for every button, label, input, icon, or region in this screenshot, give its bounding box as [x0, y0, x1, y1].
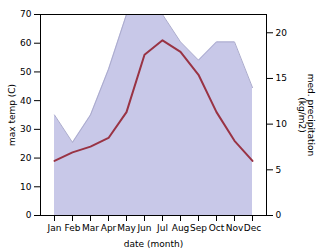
svg-text:Jul: Jul [156, 223, 168, 233]
svg-text:Mar: Mar [82, 223, 99, 233]
svg-text:10: 10 [276, 119, 288, 129]
svg-text:Sep: Sep [190, 223, 207, 233]
svg-text:May: May [117, 223, 136, 233]
svg-text:20: 20 [20, 153, 32, 163]
svg-text:70: 70 [20, 9, 32, 19]
svg-text:Aug: Aug [172, 223, 190, 233]
svg-text:med. precipitation(kg/m2): med. precipitation(kg/m2) [297, 74, 316, 156]
svg-text:10: 10 [20, 182, 32, 192]
svg-text:0: 0 [276, 210, 282, 220]
svg-text:20: 20 [276, 28, 288, 38]
svg-text:15: 15 [276, 73, 287, 83]
svg-text:Jun: Jun [136, 223, 151, 233]
svg-text:max temp (C): max temp (C) [7, 84, 17, 146]
svg-text:0: 0 [26, 210, 32, 220]
svg-text:Dec: Dec [244, 223, 261, 233]
svg-text:50: 50 [20, 67, 32, 77]
svg-text:date (month): date (month) [124, 239, 183, 249]
svg-text:40: 40 [20, 96, 32, 106]
svg-text:Oct: Oct [209, 223, 225, 233]
svg-text:5: 5 [276, 165, 282, 175]
svg-text:60: 60 [20, 38, 32, 48]
svg-text:Nov: Nov [226, 223, 244, 233]
svg-text:Feb: Feb [65, 223, 81, 233]
svg-text:Apr: Apr [101, 223, 117, 233]
svg-text:30: 30 [20, 124, 32, 134]
svg-text:Jan: Jan [47, 223, 62, 233]
